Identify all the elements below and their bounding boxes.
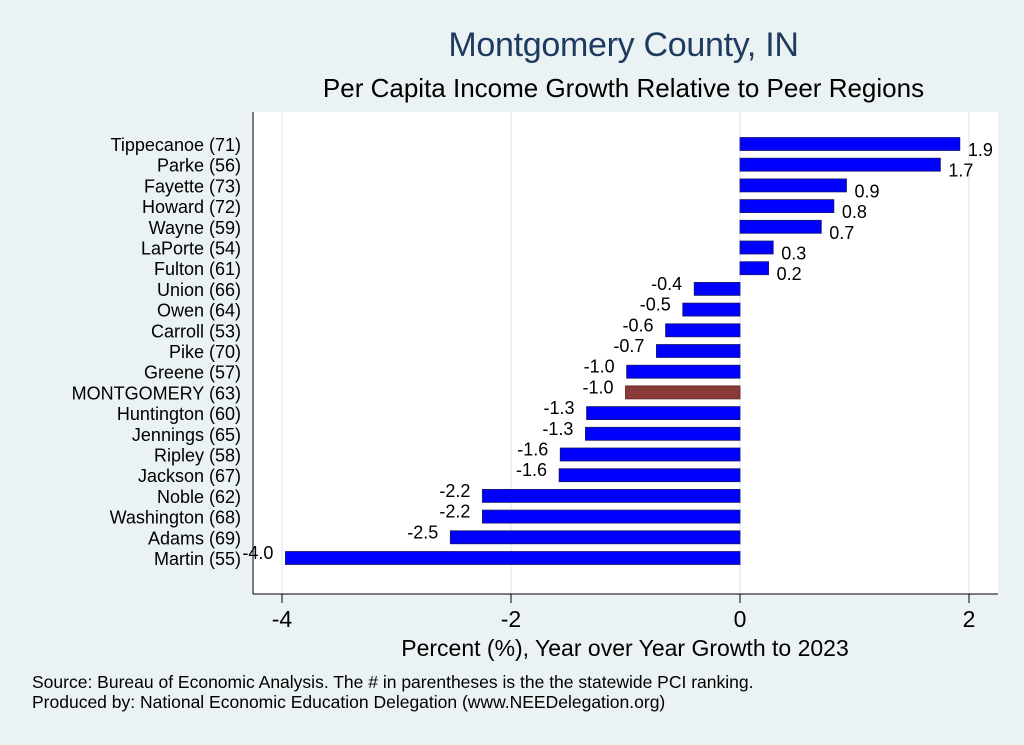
category-label: Ripley (58) (154, 446, 241, 466)
category-label: Owen (64) (157, 301, 241, 321)
value-label: -0.6 (623, 315, 654, 335)
value-label: -1.0 (584, 357, 615, 377)
bar (682, 302, 741, 317)
chart-title: Montgomery County, IN (448, 26, 799, 64)
bar (559, 447, 741, 462)
value-label: -0.5 (640, 295, 671, 315)
x-tick-label: -4 (272, 606, 293, 632)
value-label: -2.2 (439, 502, 470, 522)
category-label: Adams (69) (148, 528, 241, 548)
value-label: 0.9 (854, 181, 879, 201)
category-label: Martin (55) (154, 549, 241, 569)
value-label: 0.2 (777, 264, 802, 284)
value-label: 0.3 (781, 244, 806, 264)
category-label: Wayne (59) (149, 218, 241, 238)
category-label: Greene (57) (144, 363, 241, 383)
footer: Source: Bureau of Economic Analysis. The… (32, 672, 753, 712)
bar (481, 509, 741, 524)
bar (739, 137, 961, 151)
category-label: Washington (68) (110, 508, 241, 528)
value-label: -1.0 (582, 377, 613, 397)
source-note: Source: Bureau of Economic Analysis. The… (32, 672, 754, 692)
producer-note: Produced by: National Economic Education… (32, 692, 666, 712)
bar (739, 157, 941, 172)
bars (285, 137, 961, 565)
value-label: 0.7 (829, 223, 854, 243)
x-tick-label: -2 (501, 606, 521, 632)
bar (739, 219, 822, 234)
bar (665, 323, 741, 338)
category-label: Pike (70) (169, 342, 241, 362)
value-label: -0.7 (613, 336, 644, 356)
category-label: Jackson (67) (138, 466, 241, 486)
bar (558, 468, 741, 483)
value-label: -1.6 (517, 440, 548, 460)
value-label: 0.8 (842, 202, 867, 222)
x-tick-label: 2 (963, 606, 976, 632)
bar (449, 530, 741, 545)
x-tick-label: 0 (734, 606, 747, 632)
value-label: -0.4 (651, 274, 682, 294)
chart-subtitle: Per Capita Income Growth Relative to Pee… (322, 73, 925, 103)
category-label: Fayette (73) (144, 176, 241, 196)
bar (585, 426, 741, 441)
value-label: -1.6 (516, 460, 547, 480)
bar (739, 261, 770, 276)
category-label: Union (66) (157, 280, 241, 300)
value-label: -2.5 (407, 522, 438, 542)
value-label: -1.3 (544, 398, 575, 418)
category-label: Jennings (65) (132, 425, 241, 445)
value-labels: 1.91.70.90.80.70.30.2-0.4-0.5-0.6-0.7-1.… (242, 140, 992, 563)
category-label: Huntington (60) (117, 404, 241, 424)
value-label: -4.0 (242, 543, 273, 563)
x-axis-label: Percent (%), Year over Year Growth to 20… (401, 635, 849, 661)
category-label: Carroll (53) (151, 321, 241, 341)
value-label: -2.2 (439, 481, 470, 501)
x-ticks: -4 -2 0 2 (272, 594, 976, 632)
category-label: Fulton (61) (154, 259, 241, 279)
category-label: Howard (72) (142, 197, 241, 217)
bar (693, 281, 741, 296)
category-label: MONTGOMERY (63) (72, 383, 241, 403)
value-label: -1.3 (542, 419, 573, 439)
bar (626, 364, 741, 379)
category-label: Parke (56) (157, 156, 241, 176)
bar (739, 240, 774, 255)
category-label: Noble (62) (157, 487, 241, 507)
category-label: LaPorte (54) (141, 239, 241, 259)
bar (656, 344, 741, 358)
bar (739, 199, 835, 214)
bar (586, 406, 741, 421)
value-label: 1.9 (968, 140, 993, 160)
category-label: Tippecanoe (71) (111, 135, 241, 155)
bar (481, 488, 741, 503)
category-labels: Tippecanoe (71)Parke (56)Fayette (73)How… (72, 135, 241, 569)
bar (285, 551, 741, 565)
value-label: 1.7 (948, 161, 973, 181)
bar (739, 178, 847, 193)
highlight-bar (625, 385, 741, 400)
